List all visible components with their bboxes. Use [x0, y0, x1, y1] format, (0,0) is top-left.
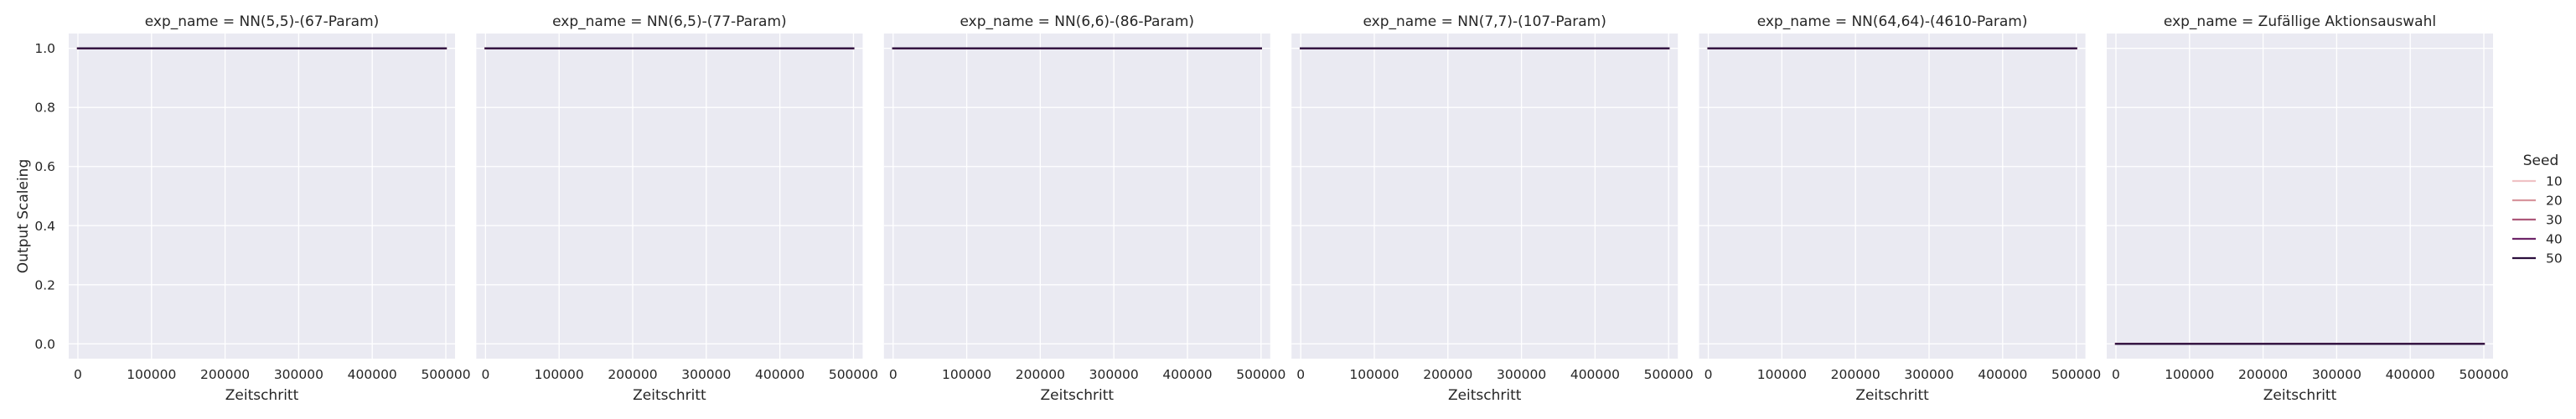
legend-entry-20: 20: [2512, 194, 2563, 209]
legend: Seed 10 20 30 40 50: [2512, 153, 2563, 266]
x-axis-label: Zeitschritt: [633, 387, 706, 404]
facet-panel-2: exp_name = NN(6,5)-(77-Param) 0 100000 2000…: [476, 13, 878, 404]
x-tick-label: 300000: [1089, 367, 1139, 382]
x-tick-label: 200000: [1423, 367, 1472, 382]
plot-area: [1291, 34, 1679, 359]
x-axis-label: Zeitschritt: [1448, 387, 1522, 404]
x-tick-label: 300000: [274, 367, 323, 382]
x-tick-label: 500000: [2051, 367, 2101, 382]
x-tick-label: 500000: [829, 367, 878, 382]
x-tick-label: 200000: [2238, 367, 2288, 382]
x-tick-label: 400000: [755, 367, 804, 382]
y-tick-label: 0.8: [34, 101, 55, 116]
plot-area: [2107, 34, 2493, 359]
x-tick-label: 100000: [535, 367, 584, 382]
facet-panel-4: exp_name = NN(7,7)-(107-Param) 0 100000 200…: [1291, 13, 1694, 404]
legend-entries: 10 20 30 40 50: [2512, 174, 2563, 266]
y-axis-label: Output Scaleing: [15, 159, 32, 273]
x-tick-label: 100000: [942, 367, 991, 382]
x-tick-label: 0: [889, 367, 897, 382]
y-tick-label: 1.0: [34, 41, 55, 56]
x-tick-label: 300000: [2312, 367, 2361, 382]
x-tick-label: 200000: [1831, 367, 1880, 382]
plot-area: [69, 34, 455, 359]
facet-title: exp_name = Zufällige Aktionsauswahl: [2164, 13, 2436, 30]
plot-area: [1699, 34, 2086, 359]
x-tick-label: 400000: [348, 367, 397, 382]
x-tick-label: 200000: [200, 367, 250, 382]
x-tick-label: 400000: [2386, 367, 2435, 382]
legend-entry-50: 50: [2512, 251, 2563, 266]
legend-label: 20: [2546, 194, 2563, 209]
x-tick-label: 200000: [1016, 367, 1065, 382]
legend-entry-30: 30: [2512, 213, 2563, 228]
panels: exp_name = NN(5,5)-(67-Param) 0 100000 2000…: [34, 13, 2508, 404]
x-tick-label: 400000: [1978, 367, 2027, 382]
x-tick-label: 300000: [1904, 367, 1953, 382]
facet-title: exp_name = NN(7,7)-(107-Param): [1363, 13, 1606, 30]
plot-area: [883, 34, 1270, 359]
x-tick-label: 0: [1296, 367, 1305, 382]
facet-title: exp_name = NN(5,5)-(67-Param): [145, 13, 380, 30]
facet-panel-3: exp_name = NN(6,6)-(86-Param) 0 100000 2000…: [883, 13, 1285, 404]
facet-panel-6: exp_name = Zufällige Aktionsauswahl 0 1000…: [2107, 13, 2509, 404]
legend-label: 30: [2546, 213, 2563, 228]
x-tick-label: 300000: [1497, 367, 1546, 382]
x-axis-label: Zeitschritt: [2263, 387, 2337, 404]
x-axis-label: Zeitschritt: [1041, 387, 1115, 404]
x-tick-label: 100000: [127, 367, 176, 382]
x-axis-label: Zeitschritt: [1855, 387, 1929, 404]
facet-panel-1: exp_name = NN(5,5)-(67-Param) 0 100000 2000…: [34, 13, 470, 404]
x-tick-label: 400000: [1570, 367, 1620, 382]
facet-title: exp_name = NN(6,6)-(86-Param): [960, 13, 1195, 30]
facet-title: exp_name = NN(64,64)-(4610-Param): [1757, 13, 2028, 30]
x-tick-label: 200000: [608, 367, 657, 382]
x-tick-label: 0: [2112, 367, 2120, 382]
facet-panel-5: exp_name = NN(64,64)-(4610-Param) 0 100000…: [1699, 13, 2101, 404]
x-tick-label: 400000: [1162, 367, 1212, 382]
legend-label: 50: [2546, 251, 2563, 266]
y-tick-label: 0.0: [34, 337, 55, 352]
legend-entry-40: 40: [2512, 232, 2563, 247]
y-tick-label: 0.4: [34, 219, 55, 234]
x-tick-label: 0: [74, 367, 82, 382]
legend-label: 40: [2546, 232, 2563, 247]
x-tick-label: 500000: [2459, 367, 2508, 382]
facet-title: exp_name = NN(6,5)-(77-Param): [552, 13, 787, 30]
x-tick-label: 500000: [421, 367, 470, 382]
plot-area: [476, 34, 863, 359]
x-tick-label: 500000: [1644, 367, 1694, 382]
x-tick-label: 100000: [2165, 367, 2214, 382]
y-tick-label: 0.2: [34, 277, 55, 292]
x-axis-label: Zeitschritt: [225, 387, 299, 404]
x-tick-label: 300000: [681, 367, 731, 382]
x-tick-label: 100000: [1757, 367, 1807, 382]
legend-label: 10: [2546, 174, 2563, 189]
legend-entry-10: 10: [2512, 174, 2563, 189]
x-tick-label: 100000: [1349, 367, 1399, 382]
legend-title: Seed: [2523, 153, 2559, 169]
x-tick-label: 0: [1704, 367, 1713, 382]
x-tick-label: 0: [481, 367, 489, 382]
x-tick-label: 500000: [1236, 367, 1285, 382]
y-tick-label: 0.6: [34, 159, 55, 174]
